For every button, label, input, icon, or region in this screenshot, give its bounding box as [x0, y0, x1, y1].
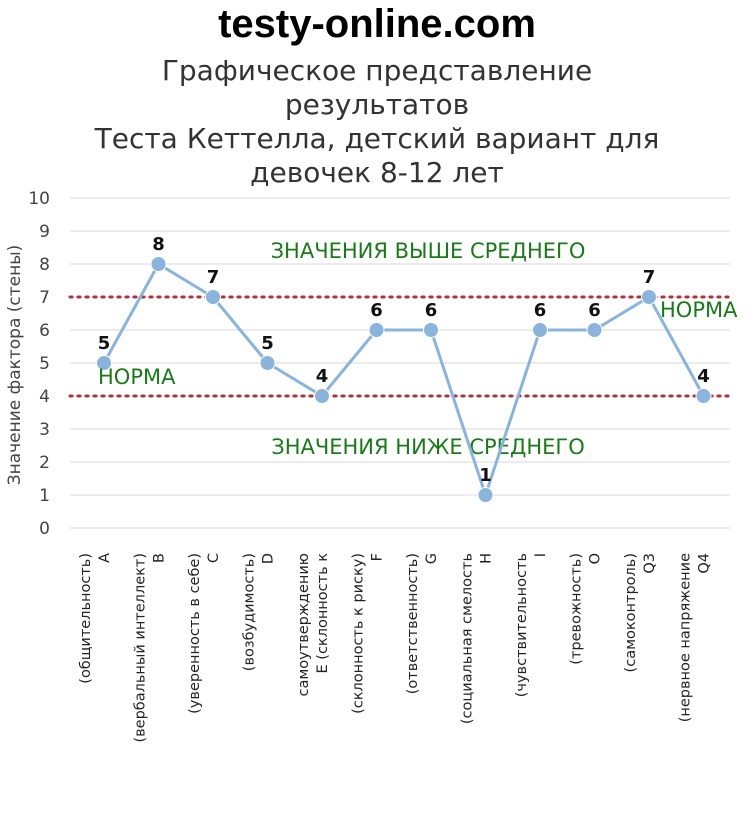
data-point [150, 256, 167, 272]
x-category-label: Q4 [697, 553, 713, 574]
data-point [477, 487, 494, 503]
y-tick-label: 5 [39, 354, 50, 374]
x-category-label: B [152, 553, 168, 563]
data-label: 4 [697, 366, 710, 387]
x-category-label: Q3 [642, 553, 658, 574]
x-category-label: F [370, 553, 386, 561]
x-category-label: D [261, 553, 277, 564]
x-category-label: (общительность) [78, 553, 94, 684]
data-point [205, 289, 221, 305]
y-tick-label: 0 [39, 519, 50, 539]
data-point [423, 322, 439, 338]
x-axis-categories: A(общительность) B(вербальный интеллект) C… [78, 553, 713, 743]
x-category-label: (склонность к риску) [351, 553, 367, 714]
y-tick-label: 7 [39, 288, 50, 308]
chart-title-line-1: Графическое представление [161, 54, 593, 87]
chart-title-line-4: девочек 8-12 лет [250, 156, 504, 189]
x-category-label: (вербальный интеллект) [133, 553, 149, 743]
y-tick-label: 10 [28, 189, 50, 209]
y-tick-label: 9 [39, 222, 50, 242]
x-category-label: G [424, 553, 440, 564]
reference-lines [68, 295, 732, 398]
data-point [641, 289, 657, 305]
data-label: 1 [479, 465, 492, 486]
data-point [586, 322, 603, 338]
data-label: 6 [588, 300, 601, 321]
chart-title: Графическое представление результатов Те… [0, 54, 754, 190]
annotation-norm-right: НОРМА [660, 298, 738, 322]
x-category-label: (уверенность в себе) [187, 553, 203, 714]
annotation-above-average: ЗНАЧЕНИЯ ВЫШЕ СРЕДНЕГО [271, 239, 586, 263]
y-tick-label: 6 [39, 321, 50, 341]
data-point [96, 355, 112, 371]
x-category-label: (социальная смелость [460, 553, 476, 724]
data-point [532, 322, 548, 338]
series-polyline [102, 262, 705, 497]
x-category-label: (чувствительность [514, 553, 530, 697]
y-axis-label: Значение фактора (стены) [5, 245, 25, 486]
data-point [314, 388, 330, 404]
data-label: 5 [98, 333, 111, 354]
data-label: 6 [425, 300, 438, 321]
chart-title-line-3: Теста Кеттелла, детский вариант для [94, 122, 660, 155]
site-title: testy-online.com [218, 2, 536, 46]
y-tick-label: 2 [39, 453, 50, 473]
x-category-label: I [533, 553, 549, 557]
data-label: 8 [152, 234, 165, 255]
x-category-label: (самоконтроль) [623, 553, 639, 672]
x-category-label: (нервное напряжение [678, 553, 694, 722]
y-tick-label: 3 [39, 420, 50, 440]
y-tick-label: 8 [39, 255, 50, 275]
y-axis-ticks: 0 1 2 3 4 5 6 7 8 9 10 [28, 189, 50, 539]
y-tick-label: 4 [39, 387, 50, 407]
x-category-label: A [97, 553, 113, 563]
annotation-below-average: ЗНАЧЕНИЯ НИЖЕ СРЕДНЕГО [271, 435, 585, 459]
data-label: 6 [370, 300, 383, 321]
data-label: 7 [207, 267, 220, 288]
x-category-label: O [588, 553, 604, 564]
x-category-label: самоутверждению [296, 553, 312, 697]
y-tick-label: 1 [39, 486, 50, 506]
x-category-label: E (склонность к [315, 553, 331, 674]
annotation-norm-left: НОРМА [98, 365, 176, 389]
x-category-label: (тревожность) [569, 553, 585, 665]
x-category-label: (возбудимость) [242, 553, 258, 671]
data-point [695, 388, 712, 404]
series-line [96, 256, 712, 503]
data-label: 4 [316, 366, 329, 387]
data-labels: 5 8 7 5 4 6 6 1 6 6 7 4 [98, 234, 710, 486]
data-label: 6 [534, 300, 547, 321]
data-label: 5 [261, 333, 274, 354]
data-point [368, 322, 385, 338]
data-point [259, 355, 276, 371]
data-label: 7 [643, 267, 656, 288]
x-category-label: (ответственность) [405, 553, 421, 694]
x-category-label: C [206, 553, 222, 563]
chart-title-line-2: результатов [284, 88, 470, 121]
x-category-label: H [479, 553, 495, 564]
